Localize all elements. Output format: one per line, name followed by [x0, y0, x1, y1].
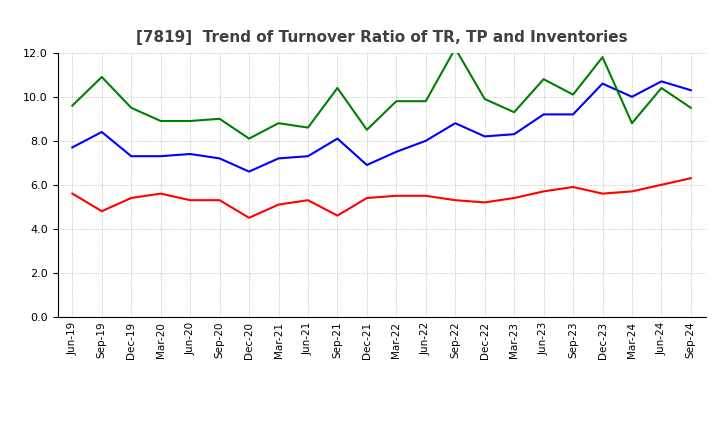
Inventories — [186, 118, 194, 124]
Trade Receivables — [363, 195, 372, 201]
Inventories — [127, 105, 135, 110]
Trade Payables — [451, 121, 459, 126]
Trade Receivables — [97, 209, 106, 214]
Inventories — [421, 99, 430, 104]
Trade Receivables — [333, 213, 342, 218]
Trade Receivables — [539, 189, 548, 194]
Inventories — [480, 96, 489, 102]
Trade Payables — [657, 79, 666, 84]
Trade Payables — [127, 154, 135, 159]
Trade Payables — [186, 151, 194, 157]
Line: Trade Receivables: Trade Receivables — [72, 178, 691, 218]
Line: Trade Payables: Trade Payables — [72, 81, 691, 172]
Trade Payables — [598, 81, 607, 86]
Trade Receivables — [245, 215, 253, 220]
Trade Payables — [97, 129, 106, 135]
Inventories — [598, 55, 607, 60]
Trade Payables — [215, 156, 224, 161]
Trade Receivables — [215, 198, 224, 203]
Inventories — [451, 46, 459, 51]
Trade Payables — [274, 156, 283, 161]
Trade Receivables — [274, 202, 283, 207]
Trade Receivables — [480, 200, 489, 205]
Trade Receivables — [510, 195, 518, 201]
Trade Receivables — [687, 176, 696, 181]
Trade Receivables — [628, 189, 636, 194]
Inventories — [68, 103, 76, 108]
Trade Receivables — [127, 195, 135, 201]
Trade Receivables — [68, 191, 76, 196]
Inventories — [628, 121, 636, 126]
Inventories — [392, 99, 400, 104]
Trade Payables — [480, 134, 489, 139]
Trade Payables — [245, 169, 253, 174]
Trade Payables — [687, 88, 696, 93]
Inventories — [657, 85, 666, 91]
Title: [7819]  Trend of Turnover Ratio of TR, TP and Inventories: [7819] Trend of Turnover Ratio of TR, TP… — [136, 29, 627, 45]
Inventories — [274, 121, 283, 126]
Trade Payables — [304, 154, 312, 159]
Trade Payables — [333, 136, 342, 141]
Trade Receivables — [156, 191, 165, 196]
Trade Payables — [156, 154, 165, 159]
Inventories — [156, 118, 165, 124]
Trade Receivables — [421, 193, 430, 198]
Trade Payables — [363, 162, 372, 168]
Trade Receivables — [392, 193, 400, 198]
Inventories — [687, 105, 696, 110]
Trade Payables — [628, 94, 636, 99]
Inventories — [333, 85, 342, 91]
Trade Receivables — [598, 191, 607, 196]
Trade Payables — [539, 112, 548, 117]
Line: Inventories: Inventories — [72, 48, 691, 139]
Trade Payables — [392, 149, 400, 154]
Inventories — [363, 127, 372, 132]
Inventories — [510, 110, 518, 115]
Inventories — [539, 77, 548, 82]
Trade Payables — [421, 138, 430, 143]
Trade Receivables — [657, 182, 666, 187]
Inventories — [245, 136, 253, 141]
Trade Payables — [510, 132, 518, 137]
Inventories — [569, 92, 577, 97]
Trade Receivables — [451, 198, 459, 203]
Trade Receivables — [304, 198, 312, 203]
Trade Payables — [569, 112, 577, 117]
Inventories — [97, 74, 106, 80]
Trade Receivables — [186, 198, 194, 203]
Inventories — [304, 125, 312, 130]
Inventories — [215, 116, 224, 121]
Trade Payables — [68, 145, 76, 150]
Trade Receivables — [569, 184, 577, 190]
